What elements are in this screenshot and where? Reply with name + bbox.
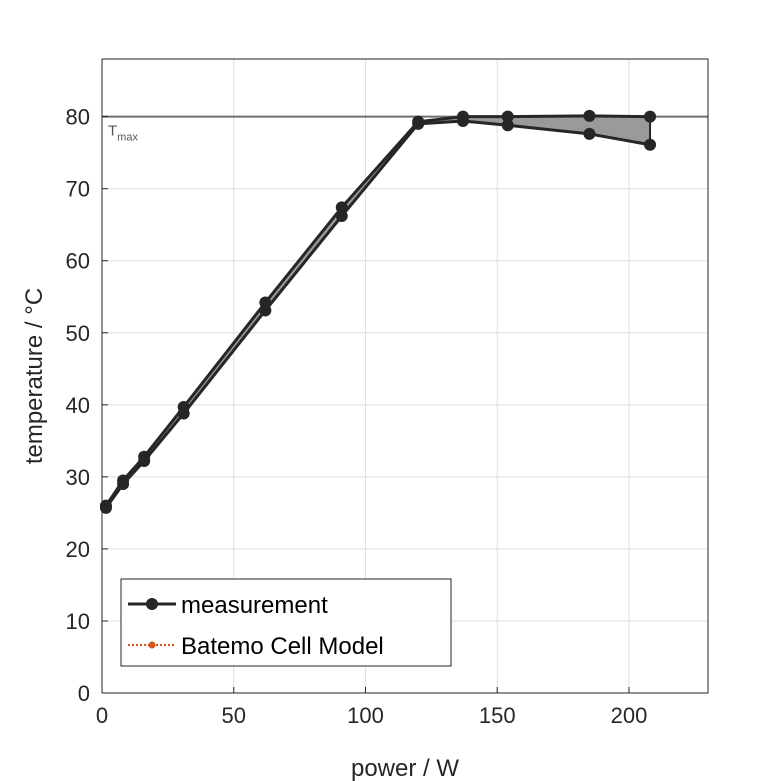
measurement-lower-point [501, 119, 514, 132]
legend-measurement-label: measurement [181, 592, 328, 619]
legend-box [120, 578, 452, 667]
measurement-lower-point [583, 127, 596, 140]
y-tick-label: 50 [66, 321, 90, 346]
x-axis-ticks: 0 50 100 150 200 [96, 687, 647, 728]
y-tick-label: 60 [66, 249, 90, 274]
measurement-lower-point [456, 114, 469, 127]
y-tick-label: 0 [78, 681, 90, 706]
plot-frame [101, 58, 709, 694]
y-tick-label: 30 [66, 465, 90, 490]
x-tick-label: 0 [96, 703, 108, 728]
x-tick-label: 50 [221, 703, 245, 728]
y-tick-label: 40 [66, 393, 90, 418]
measurement-lower-point [259, 304, 272, 317]
y-tick-label: 20 [66, 537, 90, 562]
measurement-lower-point [412, 117, 425, 130]
y-axis-ticks: 0 10 20 30 40 50 60 70 80 [66, 105, 108, 706]
measurement-lower-point [335, 210, 348, 223]
measurement-lower-point [644, 138, 657, 151]
measurement-upper-point [644, 110, 657, 123]
legend: measurement Batemo Cell Model [120, 578, 452, 667]
measurement-lower-point [117, 478, 130, 491]
measurement-lower-point [177, 407, 190, 420]
measurement-upper-point [583, 109, 596, 122]
series-points [99, 109, 657, 514]
x-tick-label: 200 [611, 703, 648, 728]
legend-model-label: Batemo Cell Model [181, 633, 384, 660]
measurement-lower-point [99, 501, 112, 514]
x-tick-label: 100 [347, 703, 384, 728]
measurement-upper-point [501, 110, 514, 123]
legend-measurement-marker [146, 598, 158, 610]
t-max-label-main: T [108, 123, 117, 140]
measurement-lower-point [138, 455, 151, 468]
y-tick-label: 10 [66, 609, 90, 634]
x-tick-label: 150 [479, 703, 516, 728]
y-tick-label: 80 [66, 105, 90, 130]
y-tick-label: 70 [66, 177, 90, 202]
x-axis-label: power / W [351, 755, 459, 781]
legend-model-marker [148, 641, 156, 649]
t-max-label: Tmax [108, 123, 138, 144]
t-max-label-sub: max [117, 132, 138, 144]
y-axis-label: temperature / °C [21, 288, 48, 464]
measurement-upper-point [335, 201, 348, 214]
